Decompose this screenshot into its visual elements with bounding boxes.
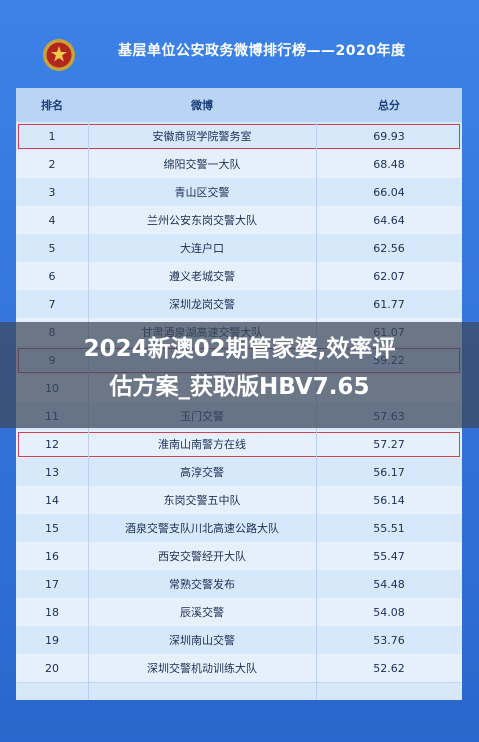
table-row: 14 东岗交警五中队 56.14 xyxy=(16,486,462,515)
score-cell: 62.56 xyxy=(373,241,405,255)
score-cell: 54.48 xyxy=(373,577,405,591)
table-row: 2 绵阳交警一大队 68.48 xyxy=(16,150,462,179)
rank-cell: 1 xyxy=(48,129,56,143)
score-cell: 52.62 xyxy=(373,661,405,675)
rank-cell: 3 xyxy=(48,185,56,199)
table-row: 6 遵义老城交警 62.07 xyxy=(16,262,462,291)
table-row: 18 辰溪交警 54.08 xyxy=(16,598,462,627)
weibo-cell: 深圳龙岗交警 xyxy=(169,298,235,311)
column-header-rank: 排名 xyxy=(41,99,63,112)
score-cell: 56.14 xyxy=(373,493,405,507)
column-header-weibo: 微博 xyxy=(191,99,213,112)
score-cell: 62.07 xyxy=(373,269,405,283)
rank-cell: 19 xyxy=(45,633,59,647)
weibo-cell: 大连户口 xyxy=(180,242,224,255)
caption-line-2: 估方案_获取版HBV7.65 xyxy=(109,374,370,400)
rank-cell: 2 xyxy=(48,157,56,171)
table-row: 5 大连户口 62.56 xyxy=(16,234,462,263)
table-row: 17 常熟交警发布 54.48 xyxy=(16,570,462,599)
weibo-cell: 青山区交警 xyxy=(174,186,230,199)
weibo-cell: 绵阳交警一大队 xyxy=(163,158,241,171)
police-emblem-icon xyxy=(43,39,75,71)
weibo-cell: 兰州公安东岗交警大队 xyxy=(147,214,257,227)
column-header-score: 总分 xyxy=(378,99,400,112)
weibo-cell: 深圳南山交警 xyxy=(169,634,235,647)
table-row: 20 深圳交警机动训练大队 52.62 xyxy=(16,654,462,683)
weibo-cell: 辰溪交警 xyxy=(180,606,224,619)
table-row: 7 深圳龙岗交警 61.77 xyxy=(16,290,462,319)
rank-cell: 7 xyxy=(48,297,56,311)
score-cell: 55.51 xyxy=(373,521,405,535)
page-title: 基层单位公安政务微博排行榜——2020年度 xyxy=(118,43,406,59)
score-cell: 66.04 xyxy=(373,185,405,199)
weibo-cell: 酒泉交警支队川北高速公路大队 xyxy=(125,522,279,535)
rank-cell: 18 xyxy=(45,605,59,619)
rank-cell: 20 xyxy=(45,661,59,675)
weibo-cell: 常熟交警发布 xyxy=(169,578,235,591)
score-cell: 61.77 xyxy=(373,297,405,311)
score-cell: 55.47 xyxy=(373,549,405,563)
rank-cell: 15 xyxy=(45,521,59,535)
score-cell: 56.17 xyxy=(373,465,405,479)
weibo-cell: 西安交警经开大队 xyxy=(158,550,246,563)
weibo-cell: 深圳交警机动训练大队 xyxy=(147,662,257,675)
score-cell: 68.48 xyxy=(373,157,405,171)
rank-cell: 14 xyxy=(45,493,59,507)
table-row: 1 安徽商贸学院警务室 69.93 xyxy=(16,122,462,151)
table-header: 排名 微博 总分 xyxy=(16,88,462,122)
weibo-cell: 遵义老城交警 xyxy=(169,270,235,283)
rank-cell: 4 xyxy=(48,213,56,227)
caption-text: 2024新澳02期管家婆,效率评 估方案_获取版HBV7.65 xyxy=(0,330,479,406)
score-cell: 54.08 xyxy=(373,605,405,619)
rank-cell: 16 xyxy=(45,549,59,563)
table-row: 3 青山区交警 66.04 xyxy=(16,178,462,207)
table-row: 15 酒泉交警支队川北高速公路大队 55.51 xyxy=(16,514,462,543)
caption-overlay xyxy=(0,322,479,428)
weibo-cell: 淮南山南警方在线 xyxy=(158,438,246,451)
score-cell: 64.64 xyxy=(373,213,405,227)
caption-line-1: 2024新澳02期管家婆,效率评 xyxy=(83,336,396,362)
rank-cell: 5 xyxy=(48,241,56,255)
weibo-cell: 高淳交警 xyxy=(180,466,224,479)
score-cell: 53.76 xyxy=(373,633,405,647)
table-row: 4 兰州公安东岗交警大队 64.64 xyxy=(16,206,462,235)
weibo-cell: 东岗交警五中队 xyxy=(163,494,241,507)
rank-cell: 6 xyxy=(48,269,56,283)
table-row: 16 西安交警经开大队 55.47 xyxy=(16,542,462,571)
rank-cell: 13 xyxy=(45,465,59,479)
card-header: 基层单位公安政务微博排行榜——2020年度 xyxy=(0,0,479,88)
rank-cell: 12 xyxy=(45,437,59,451)
score-cell: 69.93 xyxy=(373,129,405,143)
table-row: 13 高淳交警 56.17 xyxy=(16,458,462,487)
table-row: 19 深圳南山交警 53.76 xyxy=(16,626,462,655)
weibo-cell: 安徽商贸学院警务室 xyxy=(152,130,252,143)
rank-cell: 17 xyxy=(45,577,59,591)
score-cell: 57.27 xyxy=(373,437,405,451)
table-row: 12 淮南山南警方在线 57.27 xyxy=(16,430,462,459)
